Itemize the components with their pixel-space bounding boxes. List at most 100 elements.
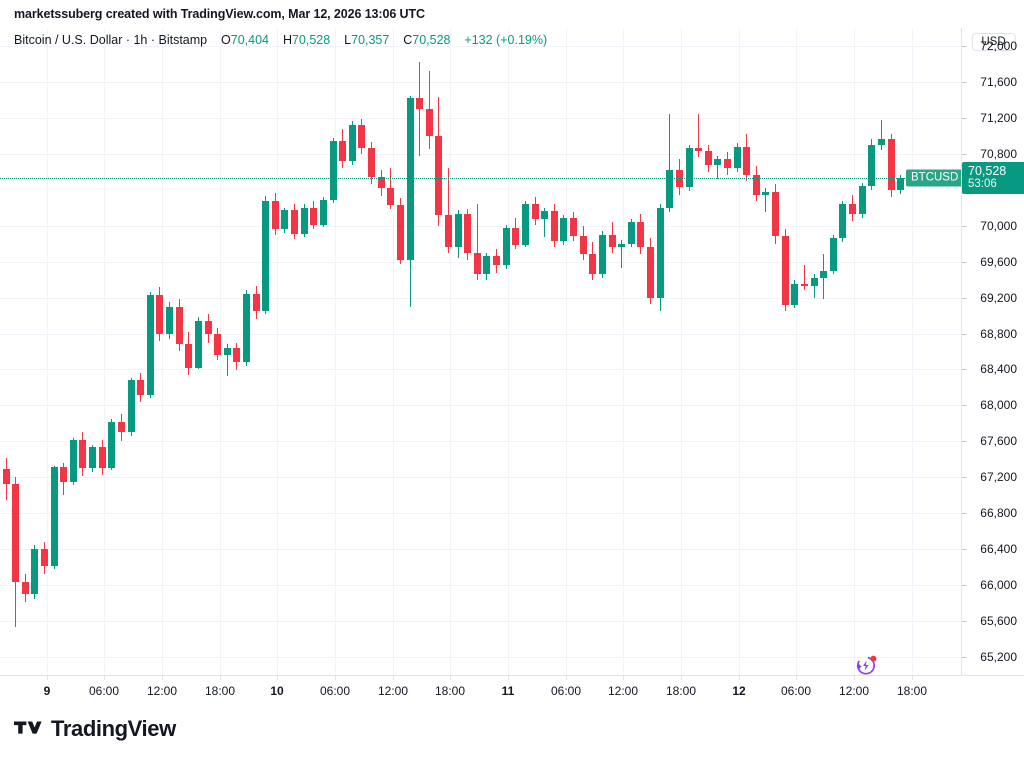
candle-body (646, 247, 654, 298)
candle-body (175, 306, 183, 345)
price-tick-mark (962, 441, 967, 443)
candle-body (271, 200, 279, 230)
time-tick-mark (796, 676, 797, 680)
lightning-bolt-icon[interactable] (853, 652, 879, 675)
legend-low-value: 70,357 (351, 33, 390, 47)
gridline-vertical (623, 28, 624, 675)
price-tick-mark (962, 405, 967, 407)
candle-body (338, 141, 346, 161)
candle-body (213, 334, 221, 356)
candle-body (877, 139, 885, 145)
candle-body (98, 446, 106, 469)
candle-body (550, 211, 558, 241)
candle-body (569, 217, 577, 236)
gridline-horizontal (0, 81, 961, 83)
candle-body (636, 222, 644, 248)
candle-body (810, 277, 818, 286)
gridline-horizontal (0, 621, 961, 623)
candle-body (761, 191, 769, 196)
price-tick-mark (962, 657, 967, 659)
price-tick-label: 66,800 (980, 506, 1017, 521)
legend-open-label: O (221, 33, 231, 47)
candle-body (136, 380, 144, 395)
candle-body (704, 151, 712, 165)
candle-body (819, 270, 827, 278)
time-tick-label: 18:00 (665, 684, 697, 698)
gridline-vertical (854, 28, 855, 675)
price-axis[interactable]: USD 72,000 71,600 71,200 70,800 70,000 69,600… (961, 28, 1024, 675)
currency-chip[interactable]: USD (971, 33, 1016, 51)
brand-name: TradingView (51, 716, 176, 741)
candle-body (30, 549, 38, 595)
legend-low-label: L (344, 33, 352, 47)
candle-body (559, 217, 567, 241)
price-tick-label: 69,200 (980, 290, 1017, 305)
price-tick-mark (962, 261, 967, 263)
time-tick-label: 12:00 (377, 684, 409, 698)
legend-high-value: 70,528 (291, 33, 331, 47)
candle-body (742, 146, 750, 176)
time-tick-label: 9 (43, 684, 51, 698)
chart-plot-area[interactable]: BTCUSD (0, 28, 961, 675)
chart-legend: Bitcoin / U.S. Dollar · 1h · Bitstamp O7… (14, 33, 547, 47)
time-tick-mark (393, 676, 394, 680)
candle-body (685, 148, 693, 188)
candle-body (21, 582, 29, 595)
candle-body (598, 234, 606, 275)
candle-wick (477, 204, 478, 280)
price-tick-label: 67,600 (980, 434, 1017, 449)
time-tick-mark (162, 676, 163, 680)
gridline-vertical (566, 28, 567, 675)
gridline-vertical (104, 28, 105, 675)
gridline-horizontal (0, 153, 961, 155)
time-tick-mark (508, 676, 509, 680)
time-tick-mark (335, 676, 336, 680)
candle-body (434, 135, 442, 215)
price-tick-mark (962, 621, 967, 623)
candle-body (454, 214, 462, 248)
price-tick-label: 68,000 (980, 398, 1017, 413)
gridline-horizontal (0, 513, 961, 515)
candle-wick (621, 240, 622, 268)
candle-body (155, 294, 163, 334)
gridline-vertical (220, 28, 221, 675)
candle-body (300, 207, 308, 234)
price-tick-mark (962, 45, 967, 47)
gridline-vertical (681, 28, 682, 675)
candle-body (232, 347, 240, 363)
candle-body (146, 294, 154, 395)
price-tick-label: 65,600 (980, 614, 1017, 629)
gridline-horizontal (0, 117, 961, 119)
candle-body (204, 320, 212, 335)
candle-body (290, 210, 298, 234)
candle-body (838, 204, 846, 239)
time-tick-mark (220, 676, 221, 680)
candle-body (396, 205, 404, 260)
attribution-text: marketssuberg created with TradingView.c… (14, 7, 425, 21)
candle-wick (419, 62, 420, 156)
price-tick-label: 68,800 (980, 326, 1017, 341)
candle-body (858, 186, 866, 214)
time-tick-label: 18:00 (896, 684, 928, 698)
gridline-horizontal (0, 477, 961, 479)
candle-body (88, 446, 96, 469)
candle-body (781, 236, 789, 305)
candle-body (665, 169, 673, 208)
time-axis[interactable]: 9 06:00 12:00 18:00 10 06:00 12:00 18:00 11 06:00… (0, 675, 1024, 704)
legend-open-value: 70,404 (230, 33, 270, 47)
candle-body (223, 347, 231, 356)
time-tick-label: 12:00 (838, 684, 870, 698)
candle-wick (765, 187, 766, 213)
candle-body (848, 204, 856, 214)
price-tick-label: 70,800 (980, 146, 1017, 161)
candle-body (348, 125, 356, 161)
price-tick-mark (962, 585, 967, 587)
price-tick-label: 70,000 (980, 218, 1017, 233)
gridline-horizontal (0, 297, 961, 299)
candle-body (309, 207, 317, 225)
time-tick-label: 18:00 (434, 684, 466, 698)
time-tick-mark (623, 676, 624, 680)
candle-body (78, 439, 86, 469)
candle-body (588, 254, 596, 275)
gridline-vertical (335, 28, 336, 675)
